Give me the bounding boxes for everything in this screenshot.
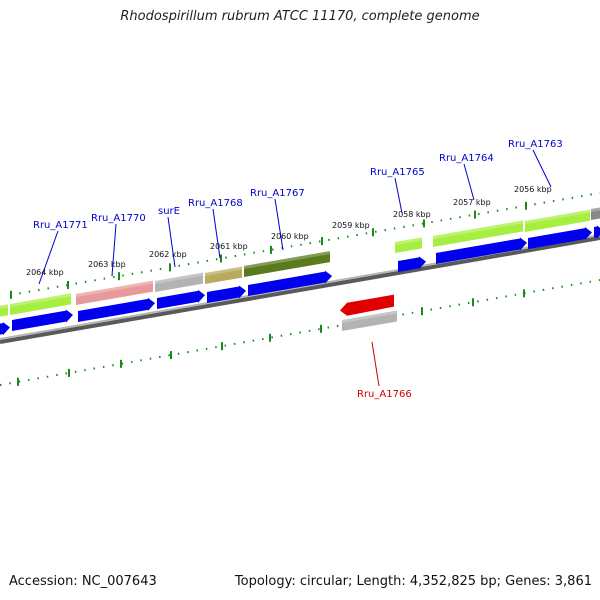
genome-backbone xyxy=(0,236,600,344)
forward-arrow xyxy=(398,256,426,272)
kbp-label: 2059 kbp xyxy=(332,221,370,230)
gene-leader-line xyxy=(111,223,117,277)
gene-label: Rru_A1763 xyxy=(508,139,563,150)
gene-leader-line xyxy=(212,208,221,259)
feature-block xyxy=(155,272,203,292)
inner-tick-dots xyxy=(0,279,600,386)
feature-block xyxy=(10,293,71,315)
feature-block-shine xyxy=(76,280,153,297)
feature-block-shine xyxy=(244,251,330,269)
figure-title: Rhodospirillum rubrum ATCC 11170, comple… xyxy=(120,9,480,24)
feature-block-shine xyxy=(591,207,600,212)
gene-leader-line xyxy=(38,230,59,285)
gene-leader-line xyxy=(463,163,475,201)
feature-block xyxy=(0,304,8,317)
feature-block-shine xyxy=(155,272,203,284)
forward-arrow xyxy=(207,285,246,303)
kbp-label: 2063 kbp xyxy=(88,260,126,269)
feature-block-shine xyxy=(525,209,590,224)
forward-arrow xyxy=(248,270,332,296)
kbp-label: 2056 kbp xyxy=(514,185,552,194)
forward-arrow xyxy=(436,237,527,264)
feature-block xyxy=(395,237,422,253)
kbp-label: 2058 kbp xyxy=(393,210,431,219)
gene-label: surE xyxy=(158,206,180,217)
topology-label: Topology: circular; Length: 4,352,825 bp… xyxy=(234,574,592,589)
forward-arrow xyxy=(0,322,10,336)
gene-leader-line xyxy=(371,341,380,387)
feature-block-shine xyxy=(205,266,242,276)
reverse-arrow xyxy=(340,294,394,316)
gene-label: Rru_A1764 xyxy=(439,153,494,164)
forward-arrow xyxy=(12,309,73,331)
feature-block-shine xyxy=(433,220,523,239)
feature-block xyxy=(433,220,523,247)
forward-arrow xyxy=(78,297,155,322)
feature-block xyxy=(525,209,590,232)
feature-block xyxy=(76,280,153,305)
gene-leader-line xyxy=(394,177,403,214)
forward-arrow xyxy=(594,225,600,239)
gene-label: Rru_A1768 xyxy=(188,198,243,209)
forward-arrow xyxy=(528,227,592,249)
gene-label: Rru_A1767 xyxy=(250,188,305,199)
kbp-label: 2064 kbp xyxy=(26,268,64,277)
kbp-label: 2062 kbp xyxy=(149,250,187,259)
gene-label: Rru_A1766 xyxy=(357,389,412,400)
kbp-label: 2061 kbp xyxy=(210,242,248,251)
gene-leader-line xyxy=(274,198,284,251)
gene-label: Rru_A1770 xyxy=(91,213,146,224)
kbp-label: 2057 kbp xyxy=(453,198,491,207)
reverse-block-shine xyxy=(342,310,397,323)
kbp-label: 2060 kbp xyxy=(271,232,309,241)
forward-arrow xyxy=(157,289,205,309)
feature-block xyxy=(205,266,242,284)
accession-label: Accession: NC_007643 xyxy=(9,574,157,589)
feature-block xyxy=(244,251,330,277)
feature-block xyxy=(591,207,600,220)
gene-label: Rru_A1765 xyxy=(370,167,425,178)
gene-leader-line xyxy=(167,216,176,268)
feature-block-shine xyxy=(0,304,8,309)
feature-block-shine xyxy=(395,237,422,245)
outer-tick-ring xyxy=(0,192,600,386)
feature-block-shine xyxy=(10,293,71,307)
gene-label: Rru_A1771 xyxy=(33,220,88,231)
gene-leader-line xyxy=(532,149,552,188)
reverse-block xyxy=(342,310,397,331)
